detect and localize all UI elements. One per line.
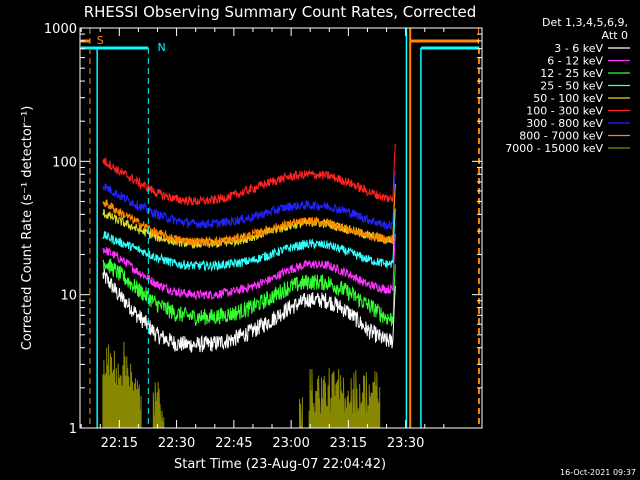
x-tick-label: 23:15 <box>330 436 367 451</box>
chart-title: RHESSI Observing Summary Count Rates, Co… <box>84 3 477 21</box>
series-line-3-6-kev <box>102 268 396 353</box>
flag-label-s: S <box>97 34 104 47</box>
series-line-12-25-kev <box>102 258 396 327</box>
series-line-800-7000-kev <box>102 183 396 247</box>
plot-frame <box>79 27 483 429</box>
x-tick-label: 23:30 <box>387 436 424 451</box>
y-tick-label: 100 <box>52 155 77 170</box>
y-tick-label: 1000 <box>44 22 77 37</box>
footer-timestamp: 16-Oct-2021 09:37 <box>560 468 636 477</box>
series-line-6-12-kev <box>102 233 396 301</box>
legend-label: 800 - 7000 keV <box>519 130 603 143</box>
legend-label: 6 - 12 keV <box>547 55 603 68</box>
series-line-7000-15000-kev-early-late <box>152 381 165 429</box>
y-tick-label: 10 <box>60 289 77 304</box>
axes: 22:15 22:30 22:45 23:00 23:15 23:30 1 10 100 1000 <box>44 22 482 451</box>
legend-header-line-2: Att 0 <box>602 29 628 42</box>
y-axis-label: Corrected Count Rate (s⁻¹ detector⁻¹) <box>20 106 35 351</box>
series-line-50-100-kev <box>102 183 396 249</box>
legend-label: 50 - 100 keV <box>533 92 603 105</box>
plot-area: SN <box>80 28 480 429</box>
x-axis-label: Start Time (23-Aug-07 22:04:42) <box>174 457 386 472</box>
x-tick-label: 22:15 <box>101 436 138 451</box>
y-tick-label: 1 <box>69 422 77 437</box>
series-line-7000-15000-kev-early-tail <box>131 378 142 429</box>
legend-label: 100 - 300 keV <box>526 105 603 118</box>
x-tick-label: 22:45 <box>215 436 252 451</box>
legend-label: 300 - 800 keV <box>526 117 603 130</box>
legend-label: 7000 - 15000 keV <box>505 142 603 155</box>
legend-label: 25 - 50 keV <box>540 80 603 93</box>
legend-header-line-1: Det 1,3,4,5,6,9, <box>542 16 628 29</box>
x-tick-label: 22:30 <box>158 436 195 451</box>
series-line-7000-15000-kev-mid <box>308 367 381 429</box>
series-line-300-800-kev <box>102 170 396 230</box>
series-line-7000-15000-kev-early <box>102 341 132 429</box>
flag-label-n: N <box>157 41 165 54</box>
legend-label: 3 - 6 keV <box>554 42 603 55</box>
series-line-100-300-kev <box>102 143 396 206</box>
x-tick-label: 23:00 <box>272 436 309 451</box>
legend-label: 12 - 25 keV <box>540 67 603 80</box>
series-line-25-50-kev <box>102 208 396 272</box>
